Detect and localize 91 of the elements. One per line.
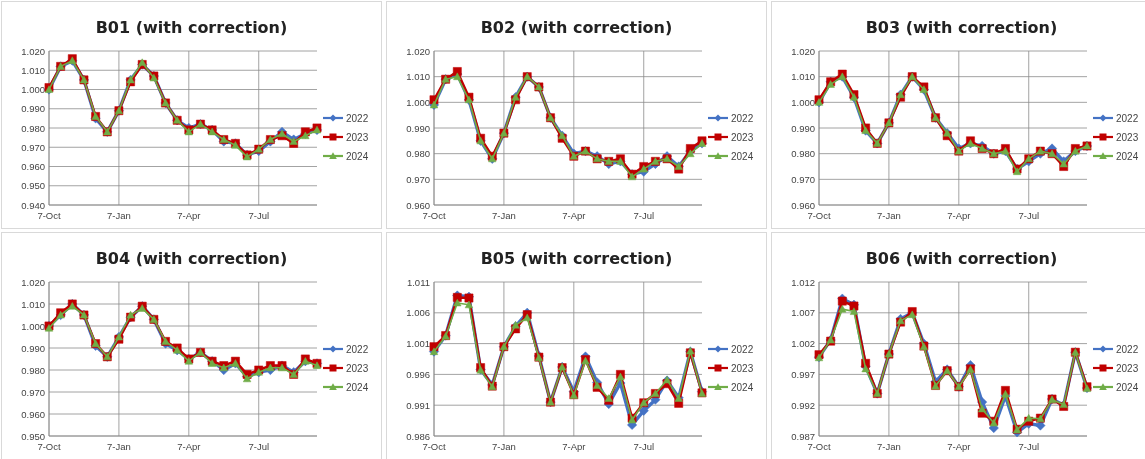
y-tick-label: 1.001 [406, 338, 430, 350]
y-tick-label: 0.970 [406, 173, 430, 185]
y-tick-label: 1.006 [406, 307, 430, 319]
y-tick-label: 1.010 [21, 298, 45, 310]
y-tick-label: 0.986 [406, 430, 430, 442]
x-tick-label: 7-Apr [562, 210, 586, 221]
legend-label: 2023 [731, 131, 754, 143]
x-tick-label: 7-Apr [947, 441, 971, 452]
y-tick-label: 1.000 [791, 96, 815, 108]
y-tick-label: 1.010 [21, 64, 45, 76]
chart-title: B04 (with correction) [95, 249, 288, 268]
y-tick-label: 0.996 [406, 368, 430, 380]
legend-label: 2023 [1116, 362, 1139, 374]
y-tick-label: 0.991 [406, 399, 430, 411]
y-tick-label: 0.960 [406, 199, 430, 211]
legend-label: 2022 [1116, 112, 1139, 124]
x-tick-label: 7-Oct [37, 441, 61, 452]
legend-label: 2022 [731, 112, 754, 124]
x-tick-label: 7-Apr [177, 210, 201, 221]
legend-label: 2023 [346, 131, 369, 143]
y-tick-label: 1.007 [791, 307, 815, 319]
legend-label: 2024 [731, 150, 754, 162]
x-tick-label: 7-Oct [422, 210, 446, 221]
legend-label: 2024 [731, 381, 754, 393]
legend-label: 2024 [346, 381, 369, 393]
y-tick-label: 1.010 [406, 71, 430, 83]
y-tick-label: 0.990 [21, 342, 45, 354]
x-tick-label: 7-Jul [1018, 210, 1040, 221]
x-tick-label: 7-Jul [633, 441, 655, 452]
chart-title: B03 (with correction) [865, 18, 1058, 37]
y-tick-label: 0.970 [21, 141, 45, 153]
x-tick-label: 7-Jan [107, 441, 131, 452]
legend-label: 2024 [1116, 381, 1139, 393]
x-tick-label: 7-Apr [177, 441, 201, 452]
y-tick-label: 0.970 [791, 173, 815, 185]
y-tick-label: 1.010 [791, 71, 815, 83]
x-tick-label: 7-Oct [37, 210, 61, 221]
y-tick-label: 1.002 [791, 338, 815, 350]
x-tick-label: 7-Oct [807, 441, 831, 452]
chart-title: B05 (with correction) [480, 249, 673, 268]
y-tick-label: 1.000 [406, 96, 430, 108]
y-tick-label: 0.950 [21, 430, 45, 442]
y-tick-label: 0.950 [21, 180, 45, 192]
y-tick-label: 1.020 [406, 45, 430, 57]
y-tick-label: 1.020 [791, 45, 815, 57]
y-tick-label: 1.020 [21, 45, 45, 57]
x-tick-label: 7-Jul [248, 441, 270, 452]
y-tick-label: 1.011 [406, 276, 430, 288]
y-tick-label: 0.997 [791, 368, 815, 380]
y-tick-label: 0.940 [21, 199, 45, 211]
legend-label: 2023 [1116, 131, 1139, 143]
legend-label: 2024 [346, 150, 369, 162]
chart-title: B06 (with correction) [865, 249, 1058, 268]
legend-label: 2022 [1116, 343, 1139, 355]
x-tick-label: 7-Jan [877, 441, 901, 452]
y-tick-label: 0.987 [791, 430, 815, 442]
x-tick-label: 7-Jul [633, 210, 655, 221]
y-tick-label: 1.020 [21, 276, 45, 288]
y-tick-label: 0.990 [791, 122, 815, 134]
x-tick-label: 7-Jan [877, 210, 901, 221]
y-tick-label: 0.960 [21, 408, 45, 420]
x-tick-label: 7-Jan [492, 441, 516, 452]
y-tick-label: 0.980 [21, 364, 45, 376]
x-tick-label: 7-Apr [947, 210, 971, 221]
y-tick-label: 0.960 [21, 161, 45, 172]
y-tick-label: 0.960 [791, 199, 815, 211]
y-tick-label: 0.970 [21, 386, 45, 398]
legend-label: 2023 [731, 362, 754, 374]
legend-label: 2022 [731, 343, 754, 355]
x-tick-label: 7-Jul [248, 210, 270, 221]
legend-label: 2022 [346, 112, 369, 124]
y-tick-label: 0.980 [791, 148, 815, 160]
x-tick-label: 7-Jan [492, 210, 516, 221]
x-tick-label: 7-Oct [807, 210, 831, 221]
y-tick-label: 1.000 [21, 84, 45, 95]
x-tick-label: 7-Jan [107, 210, 131, 221]
legend-label: 2023 [346, 362, 369, 374]
chart-title: B01 (with correction) [95, 18, 288, 37]
x-tick-label: 7-Jul [1018, 441, 1040, 452]
x-tick-label: 7-Apr [562, 441, 586, 452]
chart-title: B02 (with correction) [480, 18, 673, 37]
y-tick-label: 1.000 [21, 320, 45, 332]
y-tick-label: 0.980 [21, 122, 45, 134]
y-tick-label: 0.992 [791, 399, 815, 411]
legend-label: 2024 [1116, 150, 1139, 162]
legend-label: 2022 [346, 343, 369, 355]
y-tick-label: 0.980 [406, 148, 430, 160]
x-tick-label: 7-Oct [422, 441, 446, 452]
y-tick-label: 0.990 [21, 103, 45, 115]
y-tick-label: 1.012 [791, 276, 815, 288]
y-tick-label: 0.990 [406, 122, 430, 134]
